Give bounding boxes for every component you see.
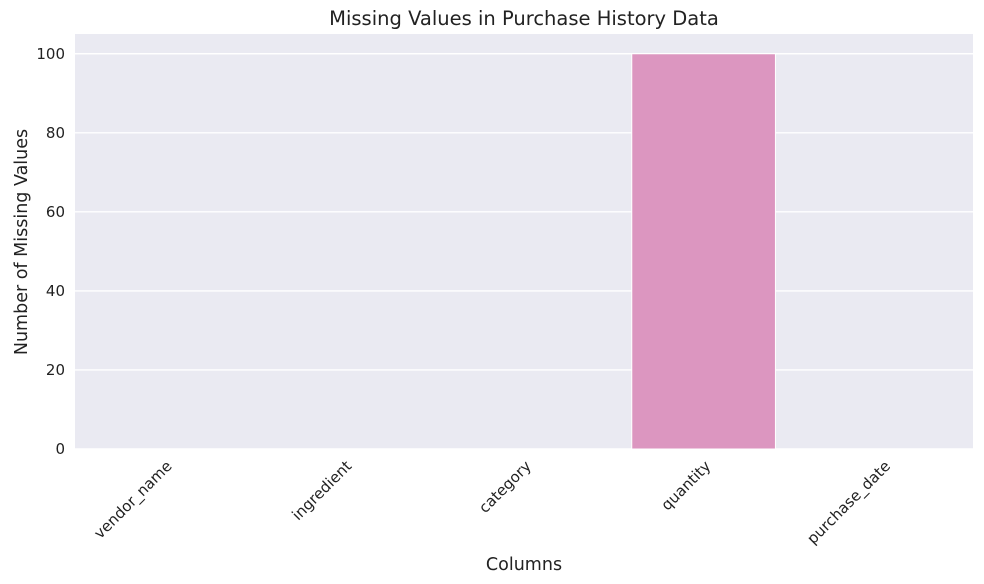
y-tick-label: 60 [46, 203, 65, 221]
x-tick-label: quantity [657, 457, 714, 514]
y-tick-label: 80 [46, 124, 65, 142]
x-tick-label: category [475, 457, 535, 517]
chart-title: Missing Values in Purchase History Data [329, 7, 719, 30]
y-tick-label: 0 [55, 440, 65, 458]
x-tick-label: ingredient [288, 457, 355, 524]
bar-quantity [631, 53, 776, 450]
x-tick-label: vendor_name [90, 457, 176, 543]
grid-lines [75, 53, 973, 450]
bars [631, 53, 776, 450]
y-axis-label: Number of Missing Values [12, 129, 32, 355]
x-axis-label: Columns [486, 555, 562, 575]
x-tick-label: purchase_date [803, 457, 894, 548]
plot-area [75, 34, 973, 449]
x-axis-ticks: vendor_name ingredient category quantity pur… [90, 457, 894, 548]
y-tick-label: 100 [36, 45, 65, 63]
y-axis-ticks: 0 20 40 60 80 100 [36, 45, 65, 458]
y-tick-label: 40 [46, 282, 65, 300]
y-tick-label: 20 [46, 361, 65, 379]
